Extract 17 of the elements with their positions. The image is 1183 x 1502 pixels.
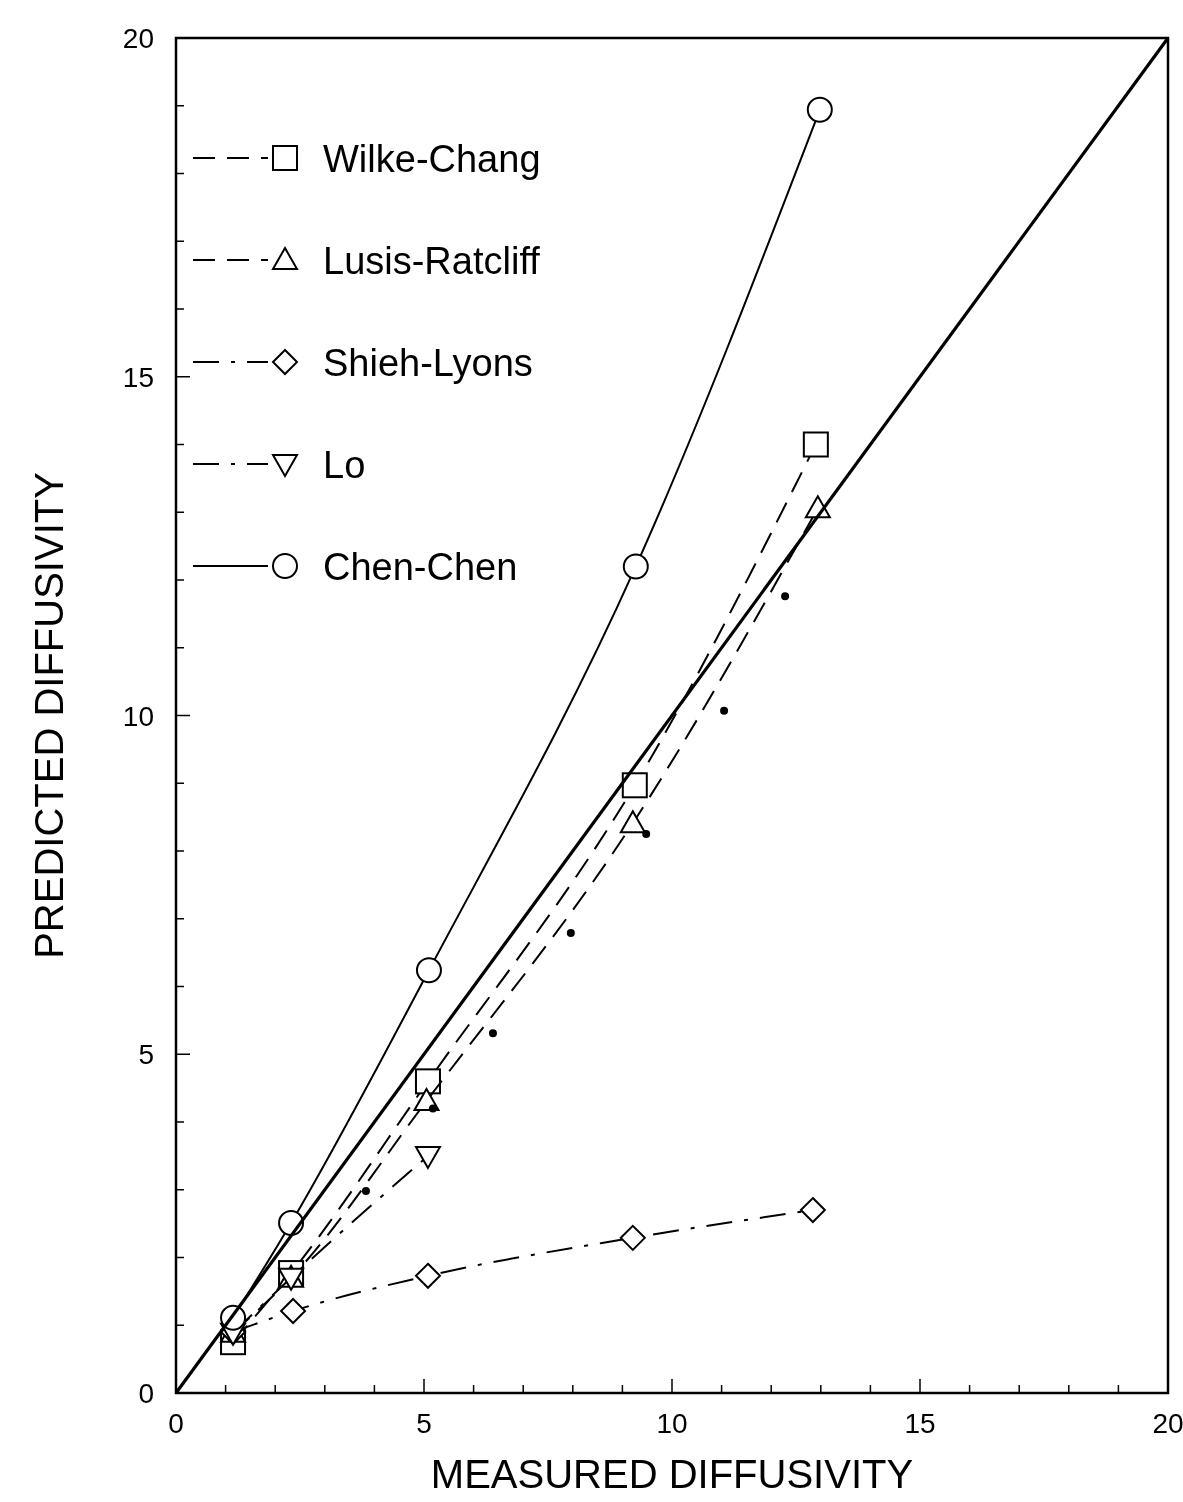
- y-tick-label: 5: [138, 1039, 154, 1071]
- legend-label: Chen-Chen: [323, 546, 518, 588]
- legend-label: Wilke-Chang: [323, 138, 541, 180]
- y-tick-label: 15: [122, 361, 154, 393]
- x-tick-label: 20: [1152, 1408, 1183, 1439]
- y-axis-title: PREDICTED DIFFUSIVITY: [27, 472, 71, 959]
- x-tick-label: 0: [168, 1408, 184, 1439]
- legend-label: Lusis-Ratcliff: [323, 240, 541, 282]
- y-tick-label: 20: [122, 23, 154, 54]
- y-tick-label: 0: [138, 1378, 154, 1409]
- x-tick-label: 15: [904, 1408, 936, 1439]
- x-tick-label: 10: [656, 1408, 688, 1439]
- legend-label: Shieh-Lyons: [323, 342, 533, 384]
- legend-label: Lo: [323, 444, 366, 486]
- x-axis-title: MEASURED DIFFUSIVITY: [430, 1452, 914, 1496]
- x-tick-label: 5: [416, 1408, 432, 1439]
- y-tick-label: 10: [122, 700, 154, 732]
